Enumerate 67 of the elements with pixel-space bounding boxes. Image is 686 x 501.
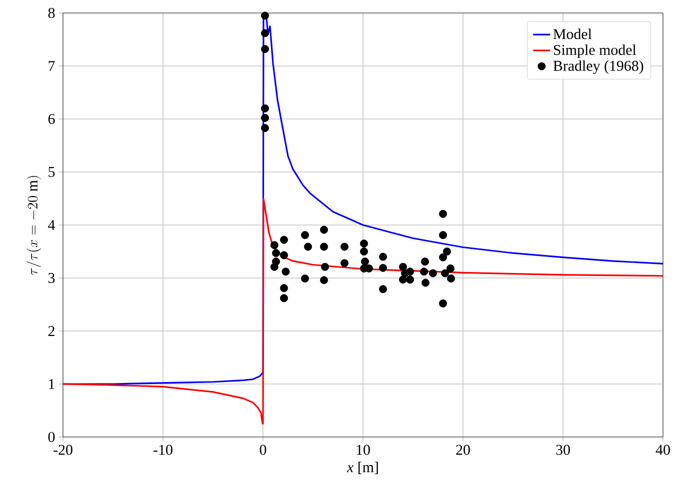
point	[320, 242, 328, 251]
x-tick-label: 20	[456, 444, 470, 455]
legend-label: Bradley (1968)	[553, 60, 644, 74]
point	[304, 242, 312, 251]
point	[261, 29, 269, 38]
point	[406, 276, 414, 284]
point	[422, 278, 430, 287]
point	[280, 284, 288, 292]
point	[280, 294, 288, 302]
x-tick-label: 10	[356, 444, 370, 455]
y-tick-label: 5	[48, 167, 55, 177]
point	[261, 104, 269, 112]
point	[399, 262, 407, 271]
point	[379, 264, 387, 272]
point	[280, 236, 288, 244]
point	[439, 253, 447, 262]
point	[439, 231, 447, 240]
y-tick-label: 1	[49, 379, 54, 389]
y-tick-label: 4	[48, 220, 55, 230]
point	[301, 231, 309, 240]
x-tick-label: 0	[260, 444, 266, 455]
point	[360, 240, 368, 248]
point	[441, 269, 449, 278]
y-tick-label: 8	[48, 8, 55, 18]
y-tick-label: 3	[48, 272, 55, 284]
point	[261, 12, 269, 20]
point	[280, 251, 288, 260]
legend-label: Model	[553, 28, 592, 40]
y-tick-label: 7	[48, 61, 55, 71]
point	[340, 259, 348, 268]
y-axis-title: $\tau/\tau(x=-20\ \mathrm{m})$	[26, 176, 41, 276]
point	[321, 262, 329, 271]
point	[447, 274, 455, 283]
point	[420, 268, 428, 276]
point	[361, 258, 369, 266]
point	[421, 258, 429, 266]
point	[406, 268, 414, 276]
point	[320, 226, 328, 234]
y-tick-label: 0	[48, 432, 55, 442]
point	[320, 276, 328, 284]
point	[439, 210, 447, 218]
point	[379, 285, 387, 294]
point	[429, 269, 437, 278]
point	[399, 276, 407, 284]
point	[443, 248, 451, 256]
x-tick-label: -20	[54, 444, 72, 455]
point	[270, 262, 278, 271]
y-tick-label: 2	[48, 326, 54, 336]
x-tick-label: 40	[656, 444, 670, 455]
point	[261, 45, 269, 54]
y-tick-label: 6	[48, 114, 55, 124]
point	[270, 241, 278, 250]
point	[272, 249, 280, 258]
point	[439, 299, 447, 308]
point	[379, 252, 387, 261]
point	[261, 124, 269, 132]
x-tick-label: -10	[154, 444, 172, 455]
x-tick-label: 30	[556, 444, 570, 455]
point	[340, 242, 348, 251]
point	[261, 114, 269, 122]
x-axis-title: x [m]	[346, 462, 378, 474]
point	[282, 268, 290, 276]
point	[365, 264, 373, 272]
legend-label: Simple model	[554, 44, 636, 58]
point	[360, 248, 368, 256]
point	[301, 274, 309, 283]
point	[446, 264, 454, 272]
